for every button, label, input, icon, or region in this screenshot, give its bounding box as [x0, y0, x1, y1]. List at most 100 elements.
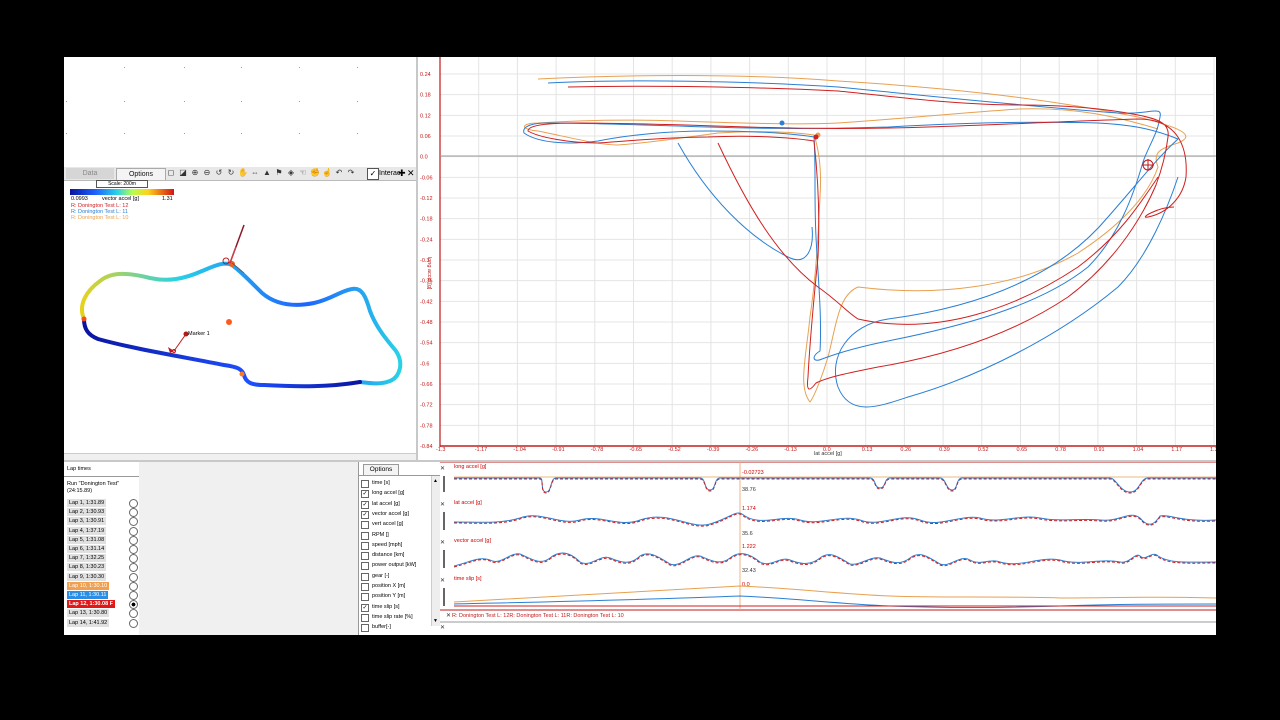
lap-select-radio[interactable] — [129, 581, 138, 591]
x-tick-label: -0.91 — [552, 447, 565, 453]
channel-checkbox[interactable] — [361, 541, 369, 550]
close-icon[interactable]: ✕ — [407, 168, 415, 178]
lap-row[interactable]: Lap 14, 1:41.92 — [66, 618, 138, 628]
channel-row[interactable]: position Y [m] — [361, 591, 437, 602]
zoom-region-icon[interactable]: ◻ — [167, 168, 175, 177]
lap-select-radio[interactable] — [129, 517, 138, 527]
panel-splitter[interactable] — [416, 57, 418, 462]
lap-select-radio[interactable] — [129, 554, 138, 564]
horizontal-splitter[interactable] — [64, 460, 1216, 462]
select-icon[interactable]: ◪ — [179, 168, 187, 177]
lap-row[interactable]: Lap 10, 1:30.10 — [66, 581, 138, 591]
lap-select-radio[interactable] — [129, 508, 138, 518]
track-map[interactable]: Scale: 200m 0.0993 vector accel [g] 1.31… — [64, 180, 416, 462]
strip-vector-accel: vector accel [g] 1.222 32.43 ✕ — [440, 538, 1216, 574]
channel-checkbox[interactable] — [361, 521, 369, 530]
channel-row[interactable]: vert accel [g] — [361, 519, 437, 530]
rotate-right-icon[interactable]: ↻ — [227, 168, 235, 177]
pan-icon[interactable]: ✋ — [238, 168, 248, 177]
lap-select-radio[interactable] — [129, 572, 138, 582]
lap-row[interactable]: Lap 9, 1:30.30 — [66, 572, 138, 582]
channel-checkbox[interactable]: ✓ — [361, 500, 369, 509]
channel-checkbox[interactable] — [361, 552, 369, 561]
channel-row[interactable]: ✓ lat accel [g] — [361, 499, 437, 509]
map-scrollbar[interactable] — [64, 453, 416, 462]
interactive-checkbox[interactable]: ✓ — [367, 168, 379, 180]
lap-select-radio[interactable] — [129, 563, 138, 573]
zoom-out-icon[interactable]: ⊖ — [203, 168, 211, 177]
lap-row[interactable]: Lap 4, 1:37.19 — [66, 526, 138, 536]
scroll-down-icon[interactable]: ▼ — [433, 618, 438, 624]
lap-select-radio[interactable] — [129, 535, 138, 545]
lap-select-radio[interactable] — [129, 526, 138, 536]
channel-row[interactable]: ✓ long accel [g] — [361, 488, 437, 499]
channel-checkbox[interactable] — [361, 480, 369, 488]
add-icon[interactable]: ✚ — [398, 168, 406, 178]
zoom-in-icon[interactable]: ⊕ — [191, 168, 199, 177]
channel-row[interactable]: ✓ vector accel [g] — [361, 509, 437, 519]
lap-select-radio[interactable] — [129, 600, 138, 610]
marker-icon[interactable]: ⚑ — [275, 168, 283, 177]
lap-select-radio[interactable] — [129, 609, 138, 619]
lap-row[interactable]: Lap 7, 1:32.25 — [66, 554, 138, 564]
strip-chart-canvas[interactable]: long accel [g] -0.02723 38.76 ✕ lat acce… — [440, 461, 1216, 635]
channel-checkbox[interactable] — [361, 572, 369, 581]
lap-row[interactable]: Lap 8, 1:30.23 — [66, 563, 138, 573]
up-icon[interactable]: ▲ — [263, 168, 271, 177]
undo-icon[interactable]: ↶ — [335, 168, 343, 177]
tag-icon[interactable]: ◈ — [287, 168, 295, 177]
lap-select-radio[interactable] — [129, 499, 138, 508]
channel-row[interactable]: speed [mph] — [361, 540, 437, 550]
grab-icon[interactable]: ✊ — [310, 168, 320, 177]
channel-checkbox[interactable]: ✓ — [361, 510, 369, 519]
lap-row[interactable]: Lap 3, 1:30.91 — [66, 517, 138, 527]
channel-name: time slip [s] — [372, 603, 400, 610]
channel-checkbox[interactable] — [361, 613, 369, 622]
trace-lap11 — [523, 80, 1179, 408]
y-tick-label: 0.06 — [420, 134, 431, 140]
hand-icon[interactable]: ☜ — [299, 168, 307, 177]
rotate-left-icon[interactable]: ↺ — [215, 168, 223, 177]
channel-row[interactable]: ✓ time slip [s] — [361, 602, 437, 612]
point-icon[interactable]: ☝ — [322, 168, 332, 177]
y-axis-label: long accel [g] — [426, 257, 432, 290]
channel-row[interactable]: power output [kW] — [361, 560, 437, 571]
channel-row[interactable]: time slip rate [%] — [361, 612, 437, 622]
y-tick-label: -0.72 — [420, 403, 433, 409]
channel-checkbox[interactable] — [361, 624, 369, 633]
tab-channel-options[interactable]: Options — [363, 464, 399, 475]
tab-data[interactable]: Data — [66, 168, 114, 179]
strip-charts[interactable]: long accel [g] -0.02723 38.76 ✕ lat acce… — [440, 461, 1216, 635]
channel-checkbox[interactable] — [361, 562, 369, 571]
channel-row[interactable]: time [s] — [361, 478, 437, 488]
tab-options[interactable]: Options — [116, 168, 166, 180]
scroll-up-icon[interactable]: ▲ — [433, 478, 438, 484]
redo-icon[interactable]: ↷ — [347, 168, 355, 177]
gg-xy-plot[interactable]: 0.24 0.18 0.12 0.06 0.0 -0.06 -0.12 -0.18 -0.24 -… — [418, 57, 1216, 462]
channel-checkbox[interactable]: ✓ — [361, 490, 369, 499]
channel-row[interactable]: distance [km] — [361, 550, 437, 561]
channel-checkbox[interactable] — [361, 583, 369, 591]
lap-row[interactable]: Lap 6, 1:31.14 — [66, 545, 138, 554]
channel-row[interactable]: position X [m] — [361, 581, 437, 591]
lap-times-panel: Lap times Run "Donington Test" (24:15.89… — [64, 462, 140, 635]
channel-row[interactable]: gear [-] — [361, 571, 437, 581]
lap-select-radio[interactable] — [129, 591, 138, 600]
channel-checkbox[interactable]: ✓ — [361, 603, 369, 612]
lap-row[interactable]: Lap 5, 1:31.08 — [66, 535, 138, 545]
channel-checkbox[interactable] — [361, 593, 369, 602]
lap-row[interactable]: Lap 2, 1:30.93 — [66, 508, 138, 518]
lap-row[interactable]: Lap 11, 1:30.11 — [66, 591, 138, 600]
run-name[interactable]: Run "Donington Test" — [67, 481, 120, 487]
lap-row[interactable]: Lap 1, 1:31.89 — [66, 499, 138, 508]
channel-row[interactable]: buffer[-] — [361, 622, 437, 633]
channel-scrollbar[interactable]: ▲ ▼ — [431, 476, 440, 626]
lap-label: Lap 14, 1:41.92 — [67, 618, 110, 627]
channel-row[interactable]: RPM [] — [361, 530, 437, 540]
lap-row[interactable]: Lap 13, 1:30.80 — [66, 609, 138, 619]
channel-checkbox[interactable] — [361, 531, 369, 540]
lap-row[interactable]: Lap 12, 1:30.08 F — [66, 600, 138, 610]
lap-select-radio[interactable] — [129, 618, 138, 628]
lap-select-radio[interactable] — [129, 545, 138, 554]
fit-icon[interactable]: ⇔ — [251, 168, 259, 177]
